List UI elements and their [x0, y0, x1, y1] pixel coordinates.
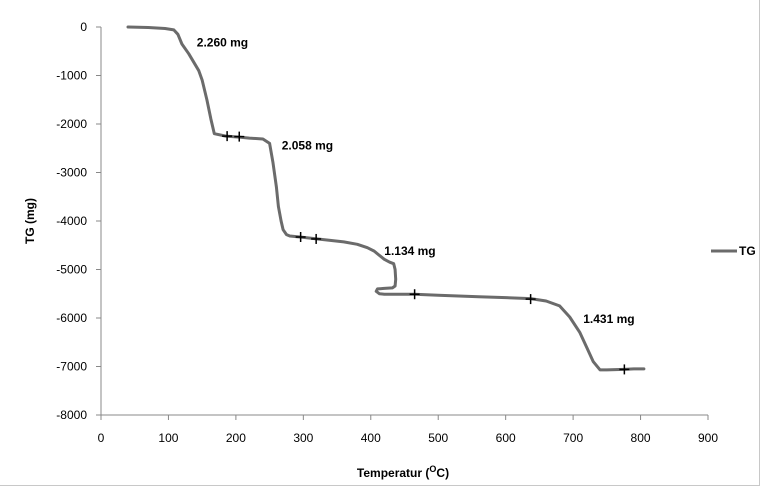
y-tick-label: -3000: [56, 166, 87, 180]
y-tick-label: -1000: [56, 69, 87, 83]
data-marker: [619, 364, 630, 375]
markers: [222, 131, 630, 375]
x-tick-label: 300: [293, 431, 313, 445]
data-marker: [409, 289, 420, 300]
x-tick-label: 700: [563, 431, 583, 445]
x-axis-title-sup: O: [429, 464, 436, 474]
x-tick-label: 900: [698, 431, 718, 445]
x-tick-label: 0: [98, 431, 105, 445]
data-marker: [234, 131, 245, 142]
y-tick-label: -2000: [56, 117, 87, 131]
x-axis-title-main: Temperatur (: [357, 466, 429, 480]
mass-loss-annotation: 1.431 mg: [583, 312, 634, 326]
series-line-tg: [126, 25, 646, 372]
plot-area: [126, 25, 646, 372]
data-marker: [295, 232, 306, 243]
y-tick-label: -8000: [56, 408, 87, 422]
y-tick-label: -6000: [56, 311, 87, 325]
data-marker: [222, 131, 233, 142]
mass-loss-annotation: 2.058 mg: [282, 139, 333, 153]
y-tick-labels: 0 -1000 -2000 -3000 -4000 -5000 -6000 -7000 -800…: [56, 20, 87, 422]
data-marker: [311, 233, 322, 244]
x-tick-label: 100: [158, 431, 178, 445]
x-axis-title: Temperatur (OC): [357, 464, 449, 480]
mass-loss-annotation: 1.134 mg: [384, 244, 435, 258]
x-tick-label: 600: [496, 431, 516, 445]
x-tick-label: 200: [226, 431, 246, 445]
x-tick-label: 800: [631, 431, 651, 445]
annotations: 2.260 mg 2.058 mg 1.134 mg 1.431 mg: [197, 35, 635, 325]
y-tick-label: -7000: [56, 360, 87, 374]
y-tick-label: 0: [80, 20, 87, 34]
y-axis-title: TG (mg): [23, 198, 37, 244]
y-tick-label: -5000: [56, 263, 87, 277]
mass-loss-annotation: 2.260 mg: [197, 35, 248, 49]
y-tick-label: -4000: [56, 214, 87, 228]
x-tick-label: 500: [428, 431, 448, 445]
legend-label-tg: TG: [739, 244, 756, 258]
x-tick-labels: 0 100 200 300 400 500 600 700 800 900: [98, 431, 719, 445]
x-tick-label: 400: [361, 431, 381, 445]
x-axis-title-suffix: C): [436, 466, 449, 480]
axes: [96, 26, 709, 420]
legend: TG: [711, 244, 756, 258]
data-marker: [525, 294, 536, 305]
